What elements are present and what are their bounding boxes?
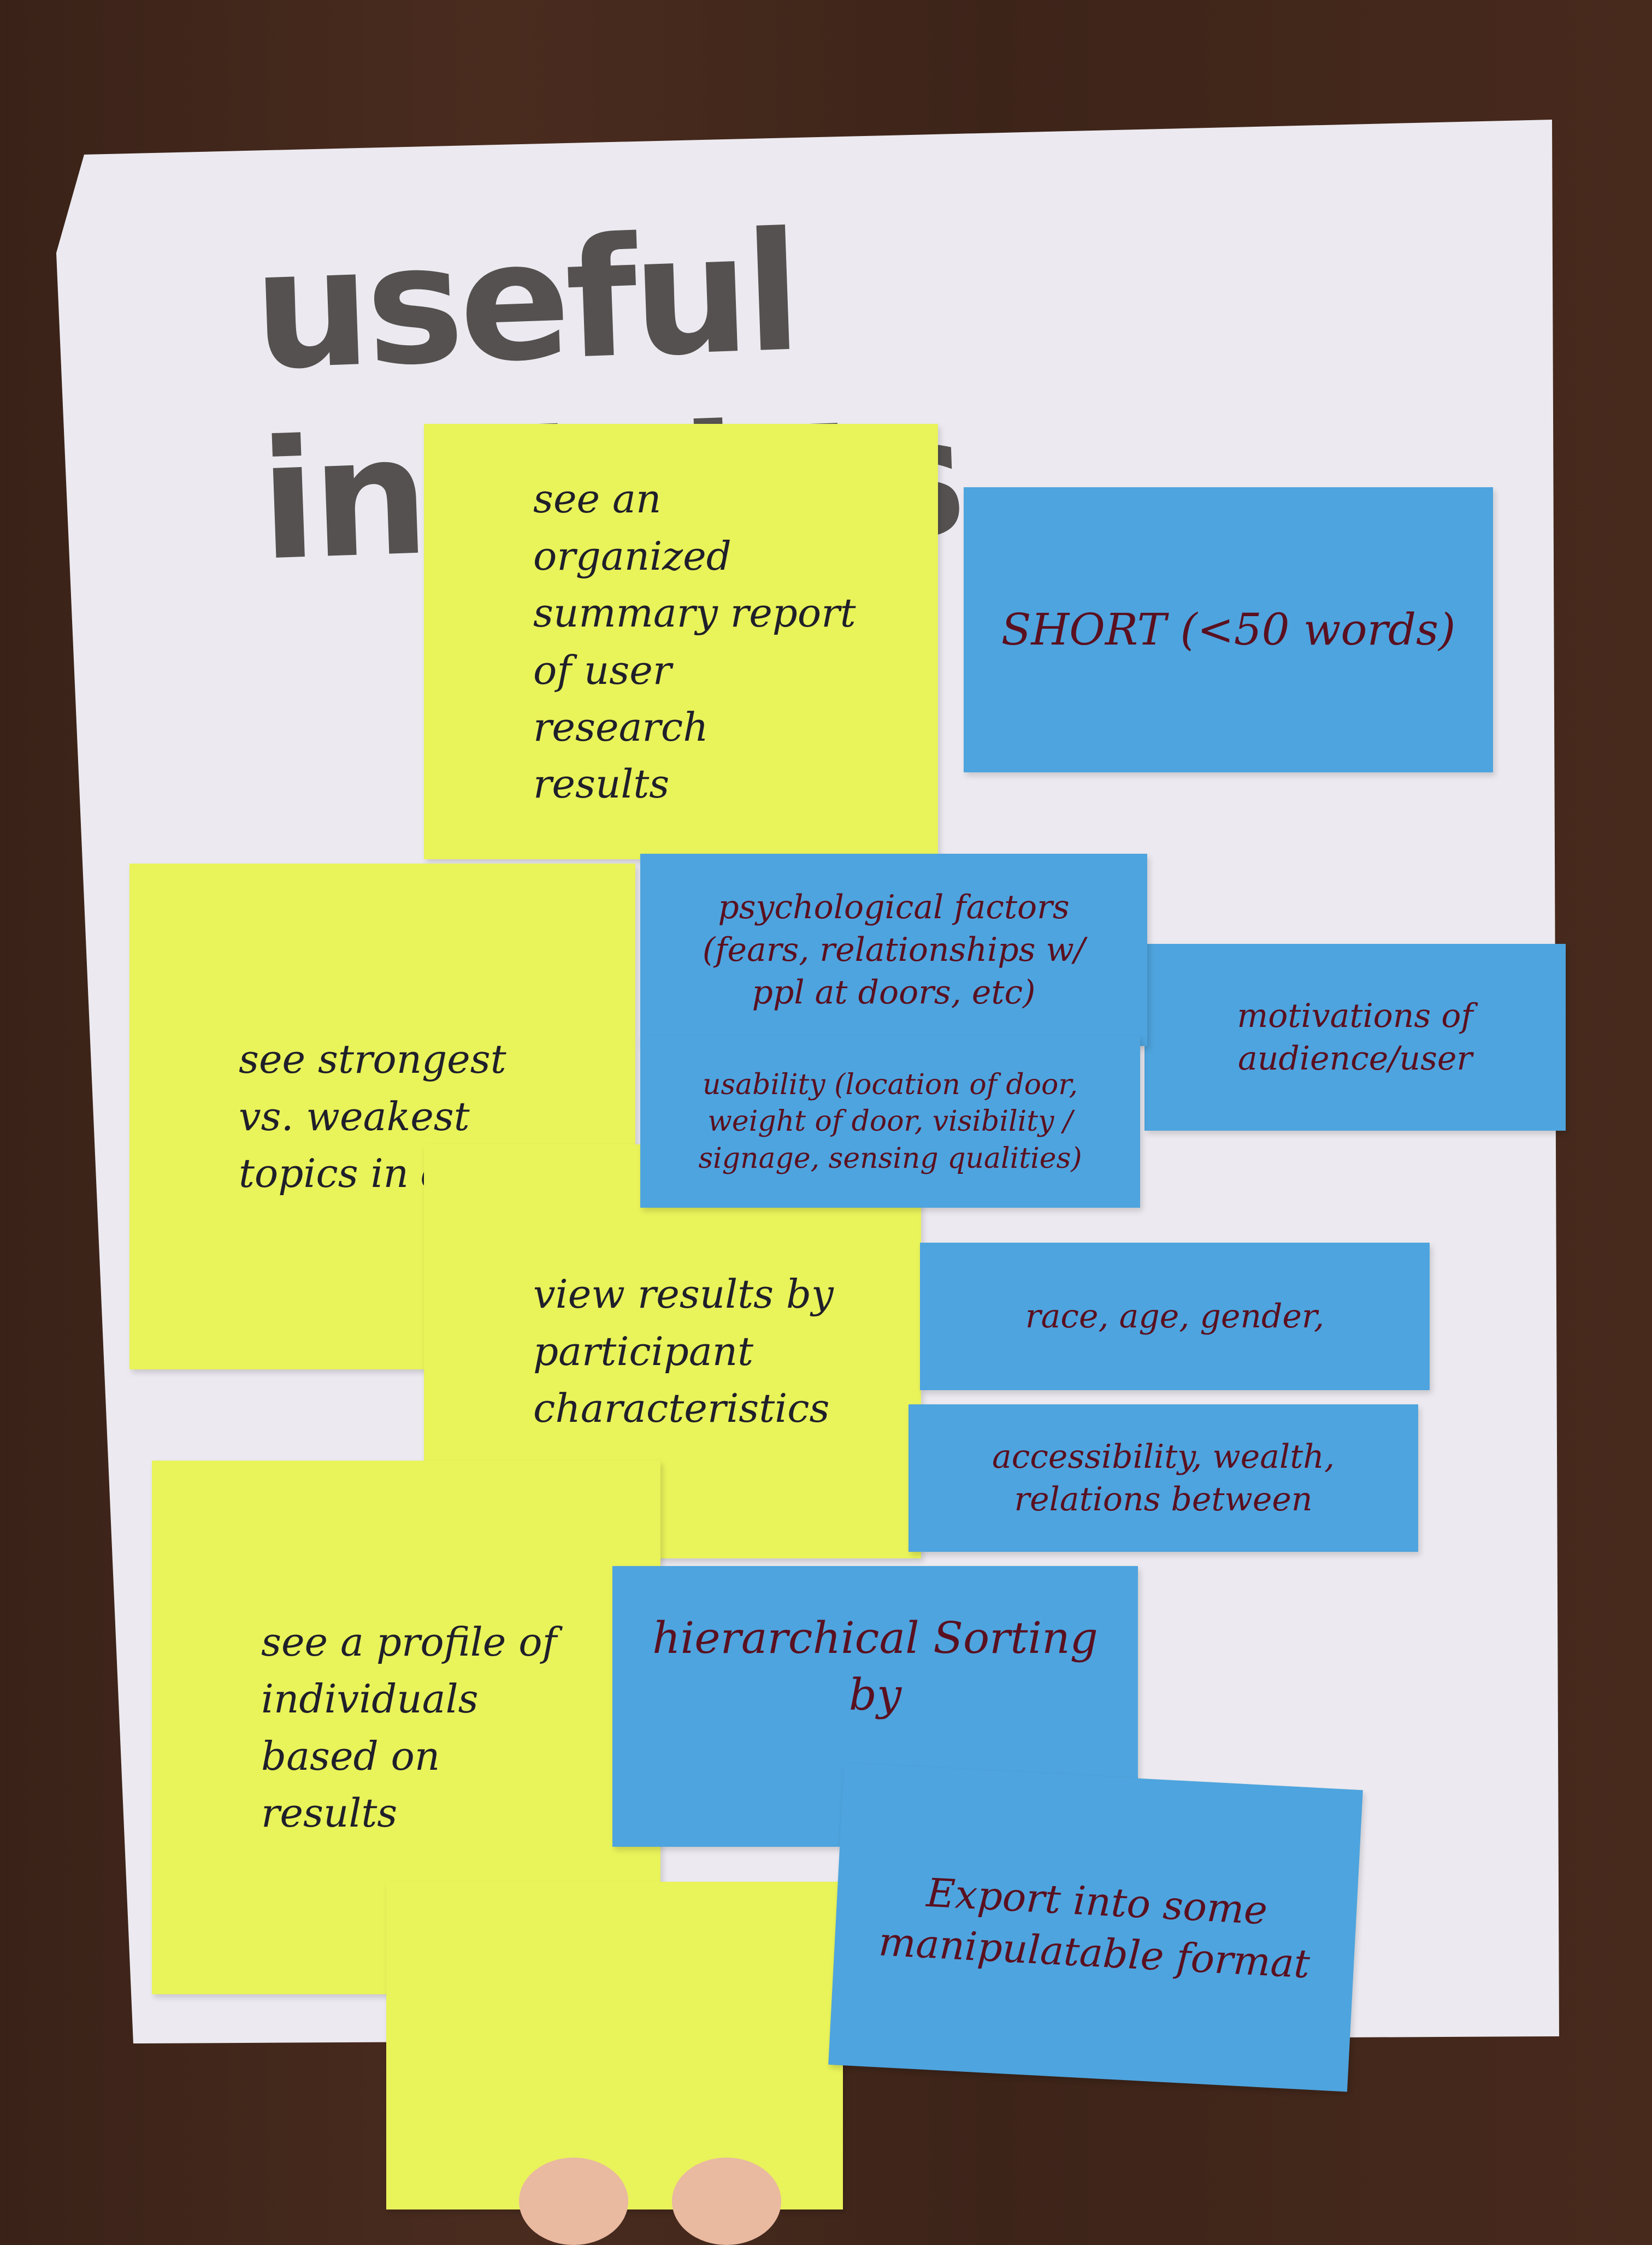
paper-strip: Export into some manipulatable format [828, 1763, 1363, 2092]
note-text: motivations of audience/user [1237, 997, 1473, 1078]
note-text: Export into some manipulatable format [877, 1869, 1311, 1987]
paper-strip: race, age, gender, [920, 1243, 1430, 1390]
note-text: hierarchical Sorting by [652, 1612, 1098, 1720]
note-text: SHORT (<50 words) [1001, 604, 1456, 655]
note-text: see an organized summary report of user … [533, 476, 856, 807]
paper-strip: motivations of audience/user [1144, 944, 1566, 1131]
note-text: see a profile of individuals based on re… [261, 1618, 557, 1836]
sticky-note-blank [386, 1882, 843, 2209]
finger [519, 2158, 628, 2245]
paper-strip: accessibility, wealth, relations between [908, 1404, 1418, 1552]
finger [672, 2158, 781, 2245]
note-text: race, age, gender, [1025, 1297, 1325, 1336]
paper-strip: usability (location of door, weight of d… [640, 1036, 1140, 1208]
note-text: psychological factors (fears, relationsh… [702, 888, 1085, 1012]
note-text: usability (location of door, weight of d… [698, 1068, 1082, 1175]
paper-strip: psychological factors (fears, relationsh… [640, 854, 1147, 1046]
sticky-note: see an organized summary report of user … [424, 424, 938, 859]
paper-strip: SHORT (<50 words) [964, 487, 1493, 772]
note-text: view results by participant characterist… [533, 1271, 834, 1432]
note-text: accessibility, wealth, relations between [992, 1438, 1335, 1519]
